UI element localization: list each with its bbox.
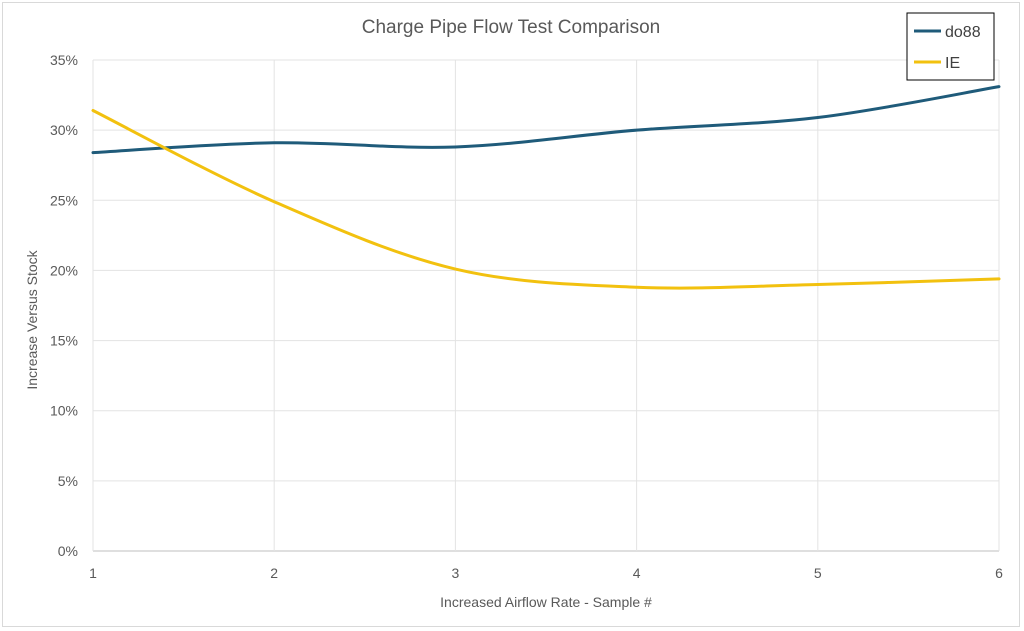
legend-box xyxy=(906,12,995,81)
x-tick-label: 4 xyxy=(633,565,641,581)
grid-lines xyxy=(92,59,1000,552)
x-tick-label: 2 xyxy=(270,565,278,581)
series-line-do88 xyxy=(91,85,1001,155)
x-axis-ticks: 1 2 3 4 5 6 xyxy=(89,565,1003,581)
y-axis-label: Increase Versus Stock xyxy=(24,249,40,389)
y-tick-label: 25% xyxy=(50,192,78,208)
chart-title: Charge Pipe Flow Test Comparison xyxy=(362,17,661,38)
x-tick-label: 3 xyxy=(452,565,460,581)
y-tick-label: 20% xyxy=(50,262,78,278)
x-tick-label: 6 xyxy=(995,565,1003,581)
series-layer xyxy=(91,85,1001,290)
y-tick-label: 0% xyxy=(58,543,78,559)
y-axis-ticks: 0% 5% 10% 15% 20% 25% 30% 35% xyxy=(50,52,78,559)
x-axis-label: Increased Airflow Rate - Sample # xyxy=(440,594,652,610)
series-line-ie xyxy=(91,109,1001,290)
x-tick-label: 1 xyxy=(89,565,97,581)
legend: do88 IE xyxy=(906,12,995,81)
y-tick-label: 30% xyxy=(50,122,78,138)
y-tick-label: 10% xyxy=(50,403,78,419)
legend-label-do88: do88 xyxy=(945,24,981,41)
legend-label-ie: IE xyxy=(945,55,960,72)
y-tick-label: 15% xyxy=(50,333,78,349)
y-tick-label: 35% xyxy=(50,52,78,68)
y-tick-label: 5% xyxy=(58,473,78,489)
x-tick-label: 5 xyxy=(814,565,822,581)
